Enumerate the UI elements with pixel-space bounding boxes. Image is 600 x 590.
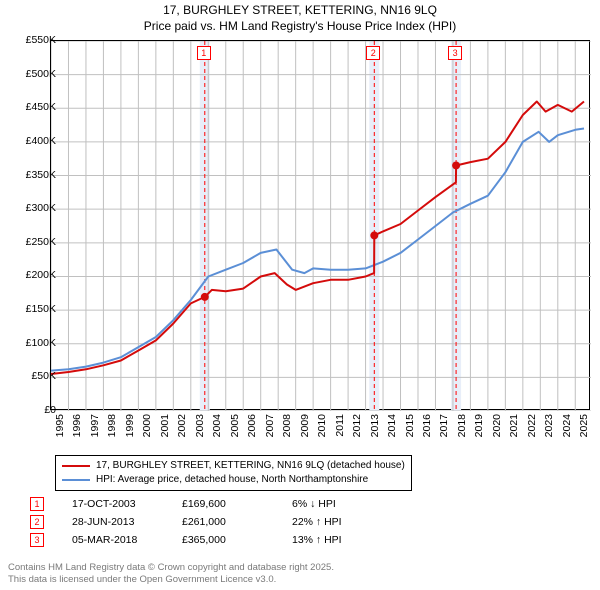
x-tick-label: 2007 [264, 414, 276, 437]
x-tick-label: 2025 [578, 414, 590, 437]
x-tick-label: 2008 [281, 414, 293, 437]
x-tick-label: 1997 [89, 414, 101, 437]
y-tick-label: £200K [10, 269, 56, 281]
x-tick-label: 2001 [159, 414, 171, 437]
y-tick-label: £550K [10, 34, 56, 46]
transaction-date-1: 17-OCT-2003 [72, 498, 182, 510]
y-tick-label: £100K [10, 337, 56, 349]
footer-line1: Contains HM Land Registry data © Crown c… [8, 562, 334, 574]
legend-item-2: HPI: Average price, detached house, Nort… [62, 473, 405, 487]
x-tick-label: 2020 [491, 414, 503, 437]
legend: 17, BURGHLEY STREET, KETTERING, NN16 9LQ… [55, 455, 412, 491]
title-line1: 17, BURGHLEY STREET, KETTERING, NN16 9LQ [0, 3, 600, 19]
x-tick-label: 2014 [386, 414, 398, 437]
x-tick-label: 2006 [246, 414, 258, 437]
transaction-row-3: 3 05-MAR-2018 £365,000 13% ↑ HPI [30, 531, 412, 549]
y-tick-label: £300K [10, 202, 56, 214]
transaction-diff-3: 13% ↑ HPI [292, 534, 412, 546]
x-tick-label: 2023 [543, 414, 555, 437]
footer-attribution: Contains HM Land Registry data © Crown c… [8, 562, 334, 586]
legend-item-1: 17, BURGHLEY STREET, KETTERING, NN16 9LQ… [62, 459, 405, 473]
transaction-row-1: 1 17-OCT-2003 £169,600 6% ↓ HPI [30, 495, 412, 513]
event-marker-2: 2 [366, 46, 380, 60]
x-tick-label: 2013 [369, 414, 381, 437]
x-tick-label: 1998 [106, 414, 118, 437]
transaction-date-2: 28-JUN-2013 [72, 516, 182, 528]
plot-svg [51, 41, 591, 411]
y-tick-label: £350K [10, 169, 56, 181]
x-tick-label: 2018 [456, 414, 468, 437]
y-tick-label: £400K [10, 135, 56, 147]
x-tick-label: 2017 [438, 414, 450, 437]
transaction-diff-1: 6% ↓ HPI [292, 498, 412, 510]
x-tick-label: 2003 [194, 414, 206, 437]
x-tick-label: 2021 [508, 414, 520, 437]
transaction-marker-3: 3 [30, 533, 44, 547]
x-tick-label: 2016 [421, 414, 433, 437]
x-tick-label: 2010 [316, 414, 328, 437]
x-tick-label: 1995 [54, 414, 66, 437]
legend-label-2: HPI: Average price, detached house, Nort… [96, 473, 368, 487]
x-tick-label: 2019 [473, 414, 485, 437]
transaction-marker-1: 1 [30, 497, 44, 511]
x-tick-label: 2015 [404, 414, 416, 437]
y-tick-label: £150K [10, 303, 56, 315]
footer-line2: This data is licensed under the Open Gov… [8, 574, 334, 586]
y-tick-label: £450K [10, 101, 56, 113]
x-tick-label: 1996 [71, 414, 83, 437]
y-tick-label: £250K [10, 236, 56, 248]
x-tick-label: 2022 [526, 414, 538, 437]
transaction-price-3: £365,000 [182, 534, 292, 546]
x-tick-label: 2024 [561, 414, 573, 437]
x-tick-label: 2002 [176, 414, 188, 437]
y-tick-label: £50K [10, 370, 56, 382]
x-tick-label: 2004 [211, 414, 223, 437]
x-tick-label: 1999 [124, 414, 136, 437]
x-tick-label: 2012 [351, 414, 363, 437]
x-tick-label: 2005 [229, 414, 241, 437]
transaction-table: 1 17-OCT-2003 £169,600 6% ↓ HPI 2 28-JUN… [30, 495, 412, 549]
chart-title: 17, BURGHLEY STREET, KETTERING, NN16 9LQ… [0, 0, 600, 34]
event-marker-3: 3 [448, 46, 462, 60]
chart-container: 17, BURGHLEY STREET, KETTERING, NN16 9LQ… [0, 0, 600, 590]
x-tick-label: 2009 [299, 414, 311, 437]
y-tick-label: £0 [10, 404, 56, 416]
legend-label-1: 17, BURGHLEY STREET, KETTERING, NN16 9LQ… [96, 459, 405, 473]
y-tick-label: £500K [10, 68, 56, 80]
transaction-date-3: 05-MAR-2018 [72, 534, 182, 546]
x-tick-label: 2011 [334, 414, 346, 437]
transaction-diff-2: 22% ↑ HPI [292, 516, 412, 528]
legend-swatch-1 [62, 465, 90, 467]
transaction-price-2: £261,000 [182, 516, 292, 528]
transaction-marker-2: 2 [30, 515, 44, 529]
legend-swatch-2 [62, 479, 90, 481]
transaction-price-1: £169,600 [182, 498, 292, 510]
x-tick-label: 2000 [141, 414, 153, 437]
transaction-row-2: 2 28-JUN-2013 £261,000 22% ↑ HPI [30, 513, 412, 531]
event-marker-1: 1 [197, 46, 211, 60]
title-line2: Price paid vs. HM Land Registry's House … [0, 19, 600, 35]
plot-area [50, 40, 590, 410]
